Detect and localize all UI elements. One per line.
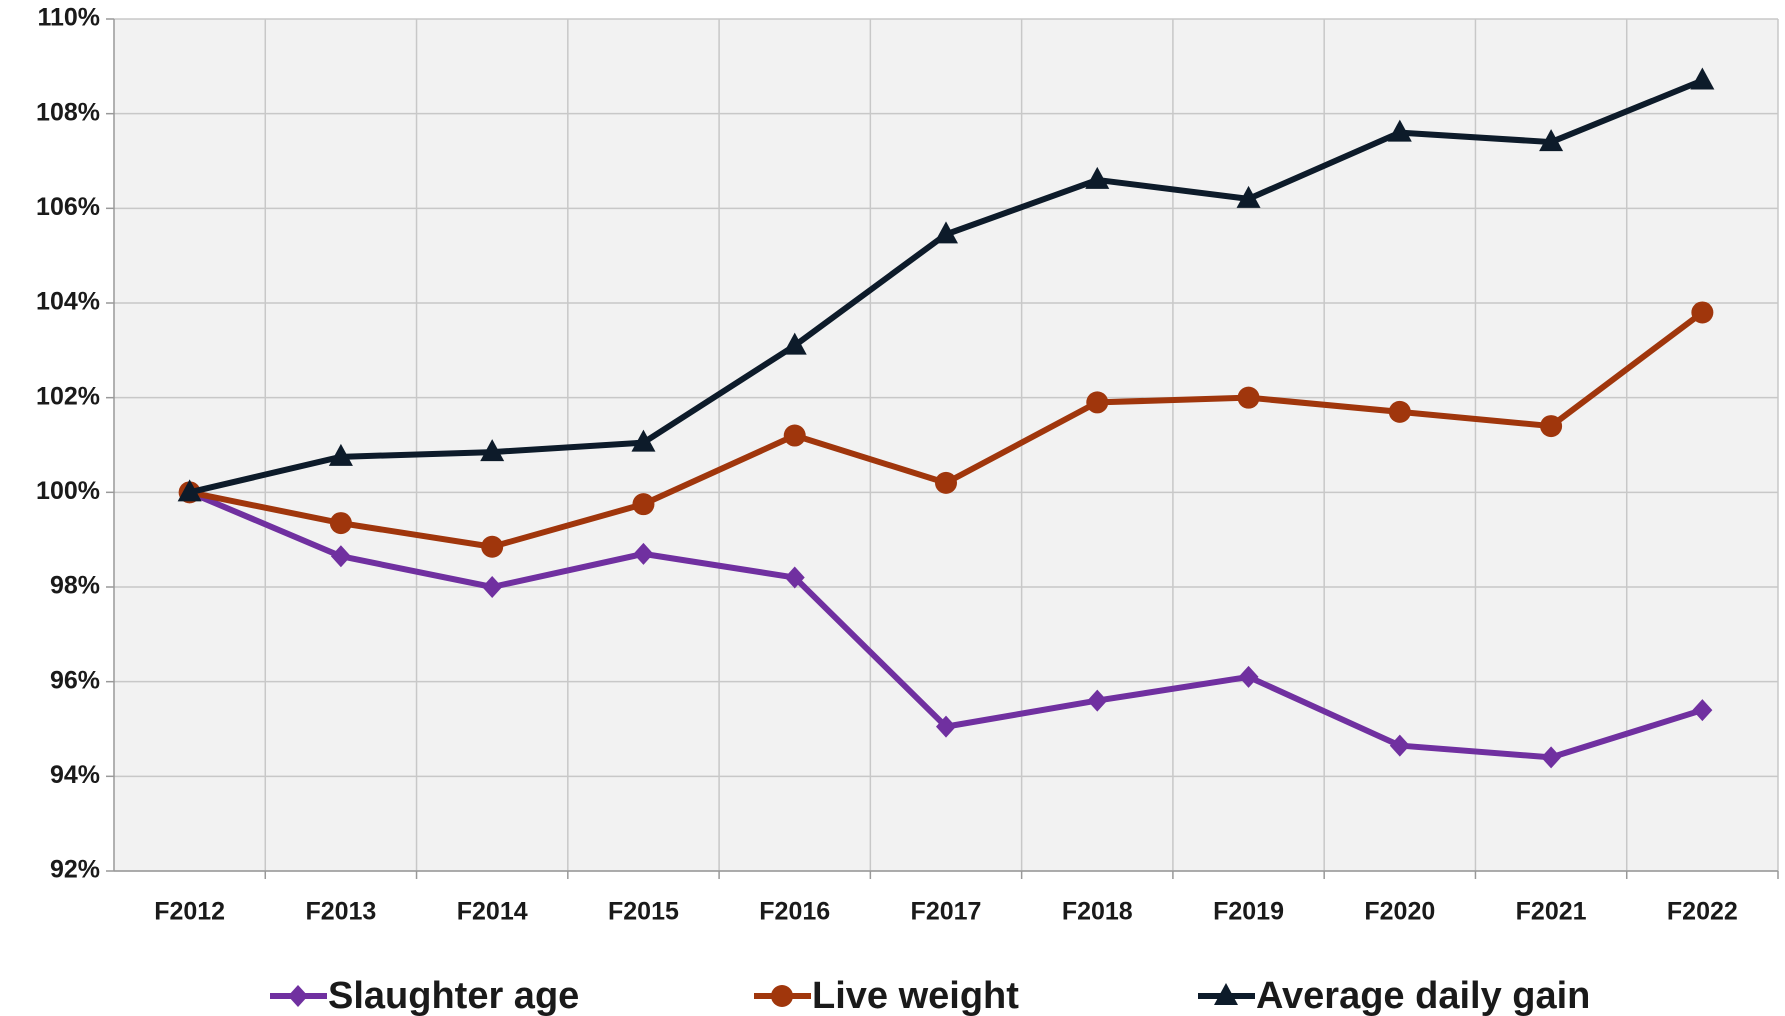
x-tick-label: F2018 xyxy=(1062,898,1133,926)
marker xyxy=(1540,415,1563,438)
marker xyxy=(1389,734,1410,757)
legend-label: Slaughter age xyxy=(328,975,579,1016)
marker xyxy=(631,429,656,452)
x-tick-label: F2020 xyxy=(1364,898,1435,926)
x-tick-label: F2021 xyxy=(1516,898,1587,926)
marker xyxy=(1085,166,1110,189)
legend-label: Average daily gain xyxy=(1256,975,1590,1016)
marker xyxy=(633,542,654,565)
x-tick-label: F2019 xyxy=(1213,898,1284,926)
y-tick-label: 92% xyxy=(50,856,100,884)
y-tick-label: 98% xyxy=(50,572,100,600)
marker xyxy=(1236,185,1261,208)
x-tick-label: F2014 xyxy=(457,898,528,926)
y-tick-label: 104% xyxy=(36,288,100,316)
marker xyxy=(1238,665,1259,688)
marker xyxy=(935,471,957,494)
marker xyxy=(482,576,503,598)
marker xyxy=(177,479,202,502)
legend-item: Slaughter age xyxy=(270,975,579,1016)
legend-label: Live weight xyxy=(812,975,1019,1016)
legend-marker xyxy=(288,985,308,1007)
y-tick-label: 100% xyxy=(36,477,100,505)
y-tick-label: 102% xyxy=(36,382,100,410)
marker xyxy=(1237,386,1260,409)
marker xyxy=(328,443,353,466)
plot-area xyxy=(114,19,1778,871)
marker xyxy=(329,512,352,535)
x-tick-label: F2012 xyxy=(154,898,225,926)
marker xyxy=(632,493,655,516)
marker xyxy=(1086,391,1109,414)
marker xyxy=(783,424,806,447)
y-tick-label: 96% xyxy=(50,666,100,694)
marker xyxy=(1691,301,1714,324)
marker xyxy=(1387,119,1412,142)
legend-marker xyxy=(771,985,793,1007)
marker xyxy=(934,221,958,244)
marker xyxy=(1539,129,1564,152)
x-tick-label: F2013 xyxy=(305,898,376,926)
x-tick-label: F2022 xyxy=(1667,898,1738,926)
y-tick-label: 110% xyxy=(37,4,100,32)
marker xyxy=(784,566,805,589)
marker xyxy=(1692,699,1713,722)
y-tick-label: 108% xyxy=(36,98,100,126)
x-tick-label: F2015 xyxy=(608,898,679,926)
marker xyxy=(330,545,351,568)
marker xyxy=(1087,689,1108,712)
legend-item: Live weight xyxy=(754,975,1019,1016)
y-tick-label: 106% xyxy=(36,193,100,221)
y-tick-label: 94% xyxy=(50,761,100,789)
legend-item: Average daily gain xyxy=(1198,975,1590,1016)
legend-marker xyxy=(1214,983,1238,1005)
marker xyxy=(1388,400,1411,423)
marker xyxy=(1541,746,1562,769)
marker xyxy=(481,535,504,558)
marker xyxy=(480,439,505,462)
marker xyxy=(936,715,956,738)
marker xyxy=(782,332,807,355)
x-tick-label: F2016 xyxy=(759,898,830,926)
x-tick-label: F2017 xyxy=(911,898,982,926)
marker xyxy=(1690,67,1715,90)
